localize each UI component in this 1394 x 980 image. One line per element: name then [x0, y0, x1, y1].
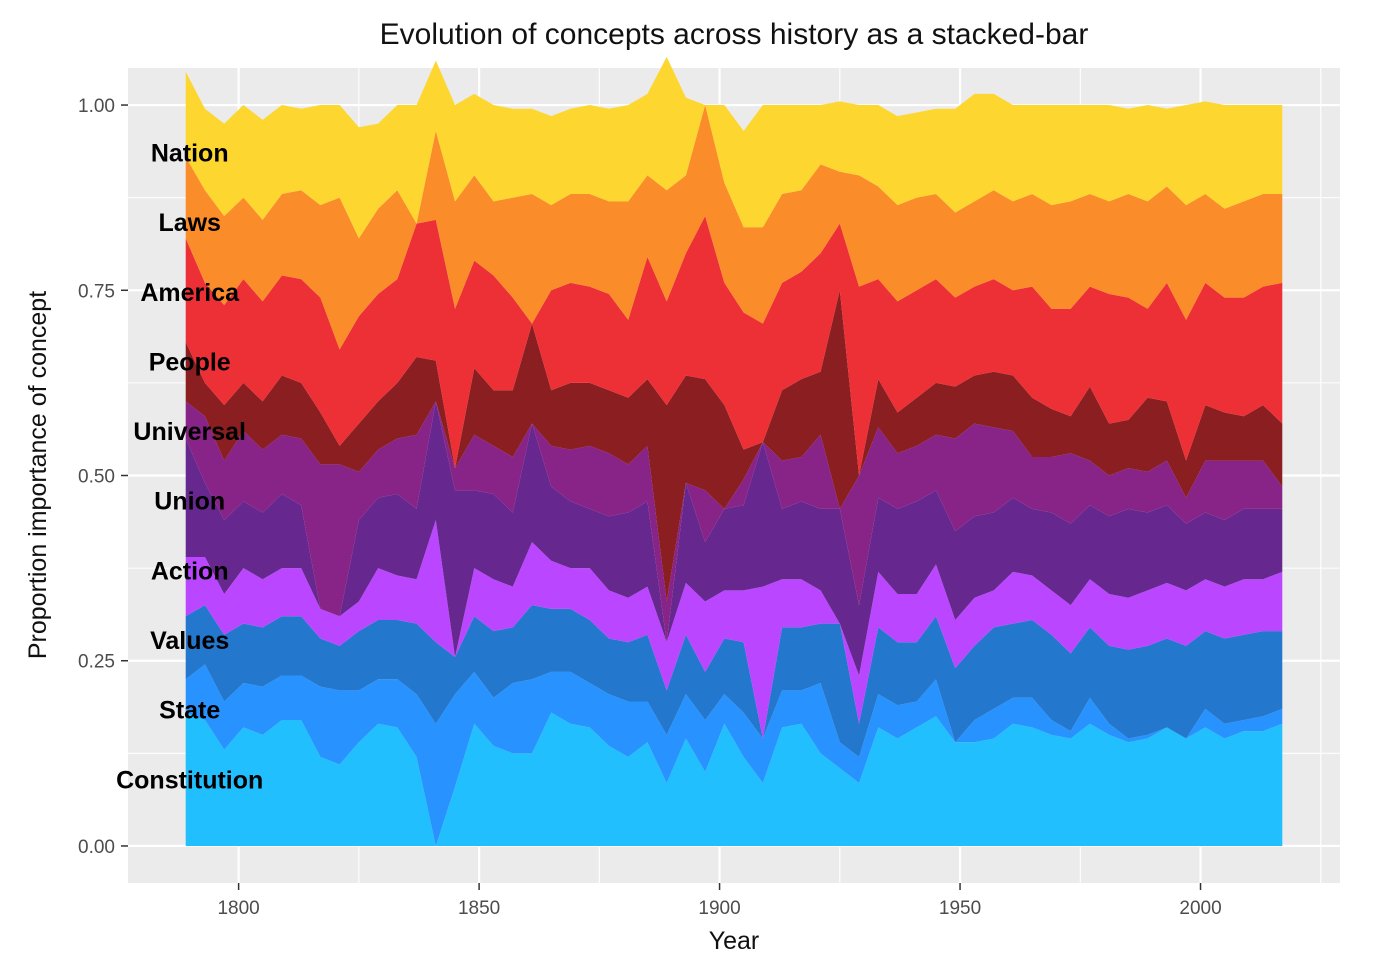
series-label-constitution: Constitution — [116, 766, 263, 794]
y-tick-label: 0.00 — [78, 837, 115, 858]
y-tick-label: 1.00 — [78, 96, 115, 117]
x-tick-label: 1850 — [458, 898, 500, 919]
area-america — [185, 216, 1283, 476]
area-nation — [185, 56, 1283, 239]
x-tick-label: 1900 — [698, 898, 740, 919]
series-label-people: People — [149, 348, 231, 376]
x-tick-label: 2000 — [1179, 898, 1221, 919]
x-axis-title: Year — [709, 927, 760, 955]
x-tick-label: 1950 — [939, 898, 981, 919]
series-label-union: Union — [154, 488, 225, 516]
area-state — [185, 664, 1283, 846]
x-tick-label: 1800 — [217, 898, 259, 919]
area-constitution — [185, 712, 1283, 846]
area-laws — [185, 105, 1283, 350]
series-label-nation: Nation — [151, 139, 229, 167]
y-tick-label: 0.50 — [78, 467, 115, 488]
stacked-areas — [185, 56, 1283, 846]
series-labels: Constitution State Values Action Union Univer… — [116, 139, 263, 794]
series-label-state: State — [159, 697, 220, 725]
area-union — [185, 401, 1283, 676]
y-tick-label: 0.25 — [78, 652, 115, 673]
area-values — [185, 605, 1283, 758]
area-action — [185, 519, 1283, 739]
chart-title: Evolution of concepts across history as … — [380, 18, 1089, 51]
area-universal — [185, 401, 1283, 643]
y-tick-label: 0.75 — [78, 281, 115, 302]
series-label-universal: Universal — [133, 418, 246, 446]
series-label-action: Action — [151, 557, 229, 585]
y-axis: 0.00 0.25 0.50 0.75 1.00 — [78, 96, 128, 858]
x-axis: 1800 1850 1900 1950 2000 — [217, 883, 1222, 919]
series-label-values: Values — [150, 627, 229, 655]
series-label-laws: Laws — [158, 209, 221, 237]
y-axis-title: Proportion importance of concept — [24, 291, 52, 659]
series-label-america: America — [140, 279, 240, 307]
area-people — [185, 290, 1283, 602]
